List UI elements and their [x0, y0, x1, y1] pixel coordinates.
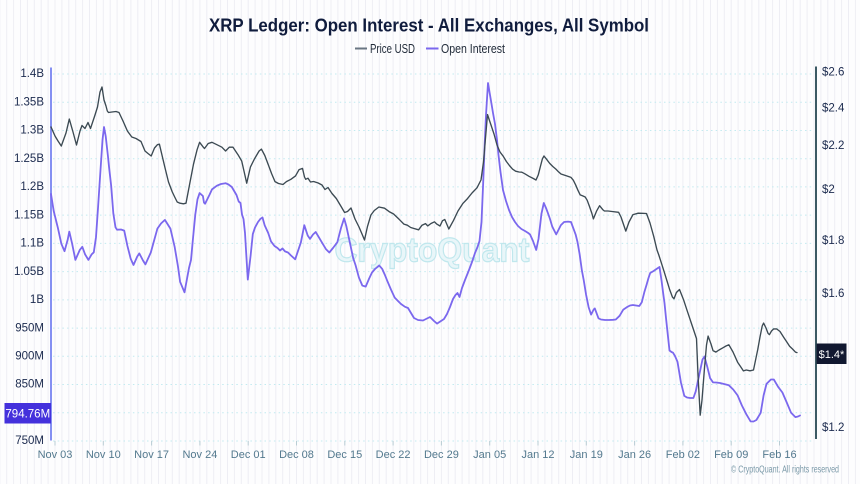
svg-text:$2.2: $2.2	[822, 140, 844, 152]
svg-text:Open Interest: Open Interest	[441, 42, 505, 56]
svg-text:Feb 09: Feb 09	[714, 449, 748, 461]
svg-text:$1.6: $1.6	[822, 288, 844, 300]
svg-text:$2.4: $2.4	[822, 103, 845, 115]
svg-text:1.05B: 1.05B	[14, 266, 44, 278]
svg-text:1.15B: 1.15B	[14, 209, 44, 221]
svg-text:$1.4*: $1.4*	[819, 349, 845, 361]
svg-text:850M: 850M	[15, 379, 44, 391]
svg-text:Dec 22: Dec 22	[376, 449, 411, 461]
svg-text:794.76M: 794.76M	[5, 408, 50, 420]
svg-text:1.2B: 1.2B	[20, 181, 44, 193]
svg-text:1.35B: 1.35B	[14, 96, 44, 108]
svg-text:$2: $2	[822, 184, 835, 196]
svg-text:900M: 900M	[15, 351, 44, 363]
svg-text:Feb 16: Feb 16	[762, 449, 796, 461]
svg-text:XRP Ledger: Open Interest - Al: XRP Ledger: Open Interest - All Exchange…	[209, 15, 649, 36]
svg-text:© CryptoQuant. All rights rese: © CryptoQuant. All rights reserved	[731, 465, 839, 476]
svg-text:950M: 950M	[15, 322, 44, 334]
svg-text:1.3B: 1.3B	[20, 125, 44, 137]
svg-text:Nov 10: Nov 10	[86, 449, 121, 461]
svg-text:1.25B: 1.25B	[14, 153, 44, 165]
svg-text:$2.6: $2.6	[822, 66, 844, 78]
svg-text:Nov 17: Nov 17	[134, 449, 169, 461]
svg-text:CryptoQuant: CryptoQuant	[335, 232, 530, 270]
svg-text:1.4B: 1.4B	[20, 68, 44, 80]
svg-text:Jan 05: Jan 05	[473, 449, 506, 461]
svg-text:Dec 29: Dec 29	[424, 449, 459, 461]
svg-text:Feb 02: Feb 02	[666, 449, 700, 461]
svg-text:1B: 1B	[30, 294, 44, 306]
svg-text:Nov 24: Nov 24	[182, 449, 217, 461]
svg-text:Jan 19: Jan 19	[570, 449, 603, 461]
svg-text:Price USD: Price USD	[370, 42, 415, 56]
svg-text:Jan 26: Jan 26	[618, 449, 651, 461]
svg-text:1.1B: 1.1B	[20, 238, 44, 250]
svg-text:Dec 08: Dec 08	[279, 449, 314, 461]
svg-text:$1.8: $1.8	[822, 235, 844, 247]
svg-text:Dec 01: Dec 01	[231, 449, 266, 461]
svg-text:750M: 750M	[15, 435, 44, 447]
svg-text:Nov 03: Nov 03	[38, 449, 73, 461]
svg-text:Dec 15: Dec 15	[327, 449, 362, 461]
svg-text:Jan 12: Jan 12	[521, 449, 554, 461]
svg-text:$1.2: $1.2	[822, 422, 844, 434]
